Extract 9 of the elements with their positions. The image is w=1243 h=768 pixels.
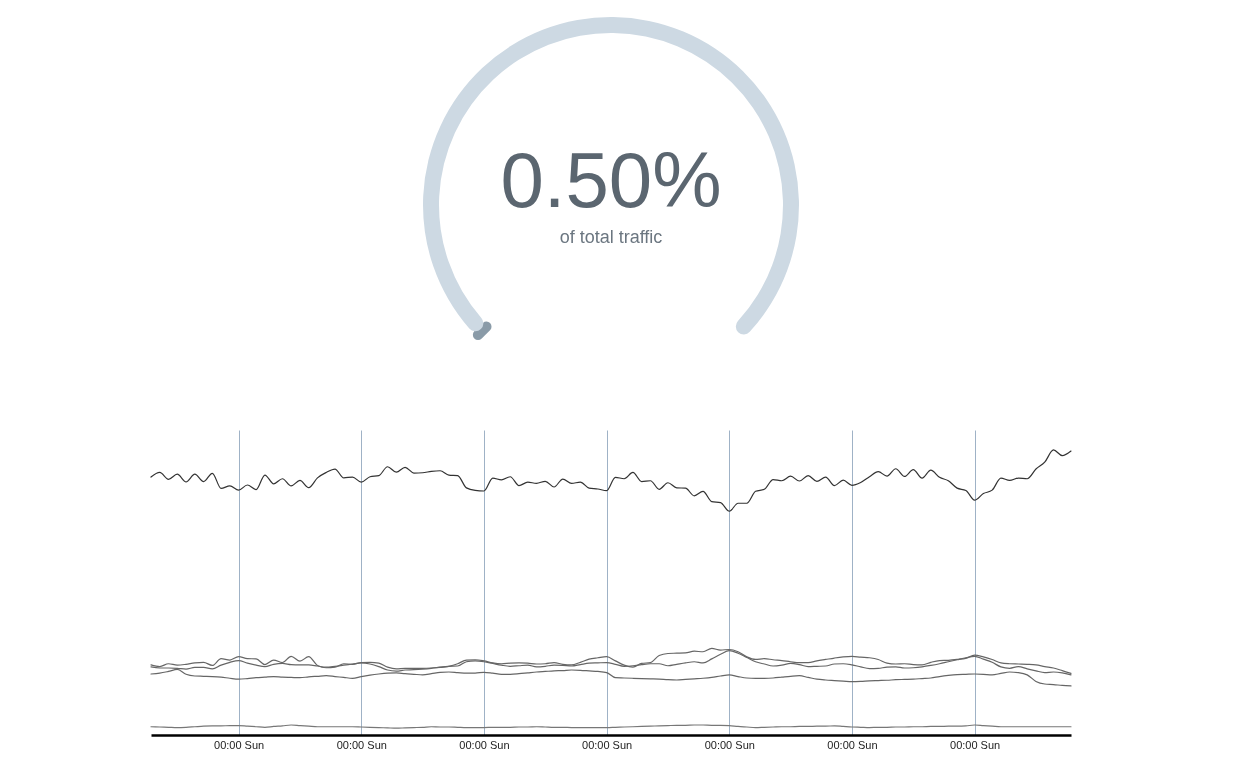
x-tick-label: 00:00 Sun [827, 738, 878, 751]
x-tick-label: 00:00 Sun [950, 738, 1001, 751]
x-tick-label: 00:00 Sun [459, 738, 510, 751]
text: 0.50% [500, 136, 722, 224]
x-tick-label: 00:00 Sun [214, 738, 265, 751]
text: of total traffic [559, 227, 663, 247]
x-tick-label: 00:00 Sun [336, 738, 387, 751]
x-tick-label: 00:00 Sun [704, 738, 755, 751]
x-tick-label: 00:00 Sun [582, 738, 633, 751]
